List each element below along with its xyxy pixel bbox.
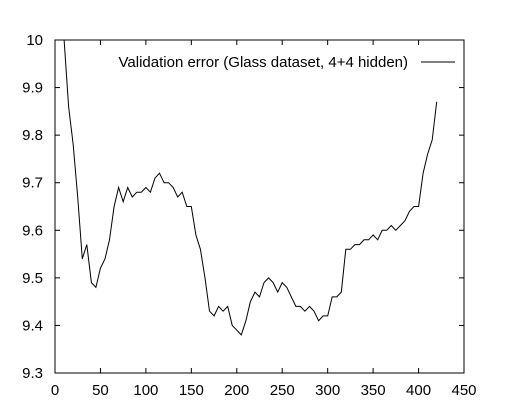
x-tick-label: 100 <box>133 382 158 399</box>
y-tick-label: 9.4 <box>22 317 43 334</box>
x-tick-label: 300 <box>315 382 340 399</box>
series-line <box>63 39 438 336</box>
x-tick-label: 350 <box>361 382 386 399</box>
y-tick-label: 9.3 <box>22 365 43 382</box>
x-tick-label: 0 <box>51 382 59 399</box>
y-tick-label: 9.9 <box>22 80 43 97</box>
y-tick-label: 9.8 <box>22 127 43 144</box>
axis-ticks <box>54 39 465 374</box>
plot-frame <box>54 39 465 374</box>
x-tick-label: 50 <box>92 382 109 399</box>
y-tick-label: 9.7 <box>22 175 43 192</box>
y-tick-label: 10 <box>26 32 43 49</box>
legend-label: Validation error (Glass dataset, 4+4 hid… <box>119 54 408 71</box>
x-tick-label: 150 <box>179 382 204 399</box>
legend: Validation error (Glass dataset, 4+4 hid… <box>119 54 455 71</box>
axis-tick-labels: 0 50 100 150 200 250 300 350 400 450 9.3 9.4 9.5 9.6 9… <box>22 32 476 399</box>
x-tick-label: 250 <box>270 382 295 399</box>
y-tick-label: 9.5 <box>22 270 43 287</box>
x-tick-label: 400 <box>406 382 431 399</box>
x-tick-label: 450 <box>451 382 476 399</box>
x-tick-label: 200 <box>224 382 249 399</box>
y-tick-label: 9.6 <box>22 222 43 239</box>
series-group <box>63 39 438 336</box>
